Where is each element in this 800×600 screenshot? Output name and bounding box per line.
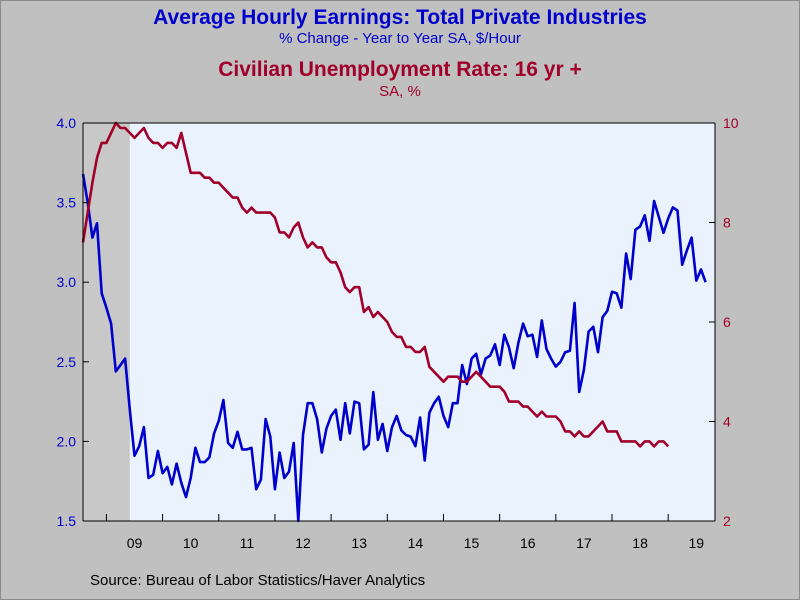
recession-shading	[83, 123, 130, 521]
x-tick-label: 15	[464, 535, 480, 551]
chart-subtitle-unemployment: SA, %	[379, 83, 421, 100]
x-tick-label: 17	[576, 535, 592, 551]
left-tick-label: 2.5	[57, 354, 77, 370]
left-tick-label: 3.0	[57, 274, 77, 290]
chart-title-earnings: Average Hourly Earnings: Total Private I…	[153, 6, 647, 29]
chart-subtitle-earnings: % Change - Year to Year SA, $/Hour	[279, 30, 521, 47]
x-tick-label: 16	[520, 535, 536, 551]
x-tick-label: 12	[295, 535, 311, 551]
series-line-earnings	[81, 173, 707, 523]
x-tick-label: 18	[632, 535, 648, 551]
right-tick-label: 6	[723, 314, 731, 330]
x-tick-label: 19	[688, 535, 704, 551]
right-tick-label: 2	[723, 513, 731, 529]
x-tick-label: 09	[127, 535, 143, 551]
left-tick-label: 4.0	[57, 115, 77, 131]
left-tick-label: 3.5	[57, 195, 77, 211]
left-tick-label: 2.0	[57, 433, 77, 449]
left-tick-label: 1.5	[57, 513, 77, 529]
x-tick-label: 13	[351, 535, 367, 551]
series-line-unemployment	[81, 121, 670, 448]
x-tick-label: 14	[408, 535, 424, 551]
chart-title-unemployment: Civilian Unemployment Rate: 16 yr +	[218, 58, 582, 81]
source-note: Source: Bureau of Labor Statistics/Haver…	[90, 572, 426, 589]
right-tick-label: 8	[723, 215, 731, 231]
plot-area	[83, 123, 715, 521]
right-tick-label: 4	[723, 414, 731, 430]
x-tick-label: 10	[183, 535, 199, 551]
right-tick-label: 10	[723, 115, 739, 131]
x-tick-label: 11	[240, 535, 255, 551]
